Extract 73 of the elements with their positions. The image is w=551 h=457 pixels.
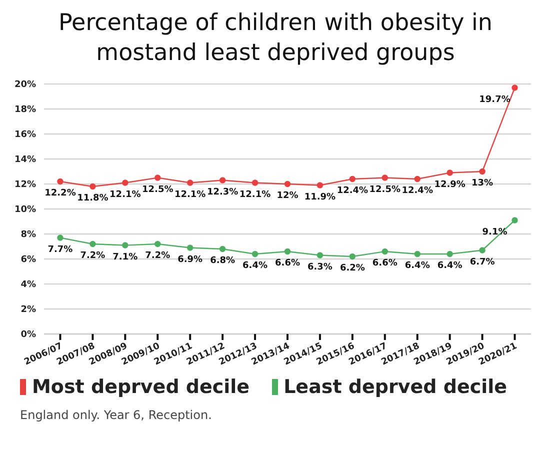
point <box>349 176 356 182</box>
point <box>349 253 356 260</box>
point <box>414 176 420 182</box>
point <box>122 242 128 248</box>
point <box>57 178 64 185</box>
point <box>316 182 324 188</box>
point <box>284 180 291 188</box>
data-label: 6.2% <box>340 264 365 274</box>
point <box>316 252 324 258</box>
data-label: 12.5% <box>142 184 174 195</box>
data-label: 11.8% <box>77 194 108 204</box>
y-tick-label: 6% <box>20 255 36 266</box>
y-tick-label: 18% <box>14 105 36 116</box>
data-label: 12.1% <box>174 190 206 200</box>
y-tick-label: 10% <box>14 205 36 216</box>
y-tick-label: 4% <box>20 280 36 290</box>
data-label: 7.2% <box>80 251 106 261</box>
data-label: 6.6% <box>275 258 300 268</box>
data-label: 12.1% <box>110 190 141 200</box>
data-label: 6.6% <box>372 258 398 268</box>
data-label: 6.4% <box>437 261 462 271</box>
y-tick-label: 2% <box>20 305 36 316</box>
text: England only. Year 6, Reception. <box>19 408 213 422</box>
point <box>252 250 258 258</box>
point <box>219 246 226 252</box>
data-label: 6.3% <box>307 262 332 272</box>
point <box>446 250 453 258</box>
data-label: 7.7% <box>48 244 73 255</box>
point <box>122 180 128 186</box>
point <box>252 180 258 186</box>
data-label: 6.4% <box>404 261 430 271</box>
point <box>382 248 388 255</box>
data-label: 6.8% <box>210 256 236 266</box>
data-label: 7.1% <box>112 252 138 262</box>
data-label: 12.3% <box>206 187 238 198</box>
point <box>479 168 486 175</box>
data-label: 7.2% <box>145 251 170 261</box>
point <box>446 170 453 176</box>
data-label: 12.2% <box>44 188 76 198</box>
y-tick-label: 16% <box>14 130 36 140</box>
point <box>187 180 194 186</box>
data-label: 12.5% <box>369 184 401 195</box>
y-tick-label: 0% <box>20 330 36 340</box>
point <box>479 247 486 254</box>
data-label: 6.4% <box>242 261 268 271</box>
y-tick-label: 8% <box>20 230 36 240</box>
point <box>382 174 388 181</box>
data-label: 12.4% <box>402 186 433 196</box>
y-tick-label: 20% <box>14 80 36 90</box>
point <box>154 174 161 181</box>
point <box>512 217 518 224</box>
point <box>90 183 96 190</box>
data-label: 6.9% <box>178 254 203 265</box>
point <box>284 248 291 255</box>
data-label: 12.4% <box>336 186 368 196</box>
data-label: 12.1% <box>239 190 271 200</box>
point <box>57 234 64 241</box>
point <box>187 244 194 251</box>
point <box>154 240 161 248</box>
point <box>90 240 96 248</box>
legend-label: Most deprved decile <box>32 376 250 398</box>
y-tick-label: 14% <box>14 155 36 166</box>
chart-title: Percentage of children with obesity in mostand least deprived groups <box>58 9 494 68</box>
y-tick-label: 12% <box>14 180 36 190</box>
point <box>414 250 420 258</box>
point <box>219 177 226 184</box>
data-label: 11.9% <box>304 192 336 202</box>
legend-label: Least deprved decile <box>284 376 508 398</box>
data-label: 12.9% <box>434 180 466 190</box>
data-label: 6.7% <box>470 257 495 268</box>
point <box>512 84 518 91</box>
data-label: 12% <box>276 191 298 201</box>
data-label: 13% <box>472 178 494 188</box>
